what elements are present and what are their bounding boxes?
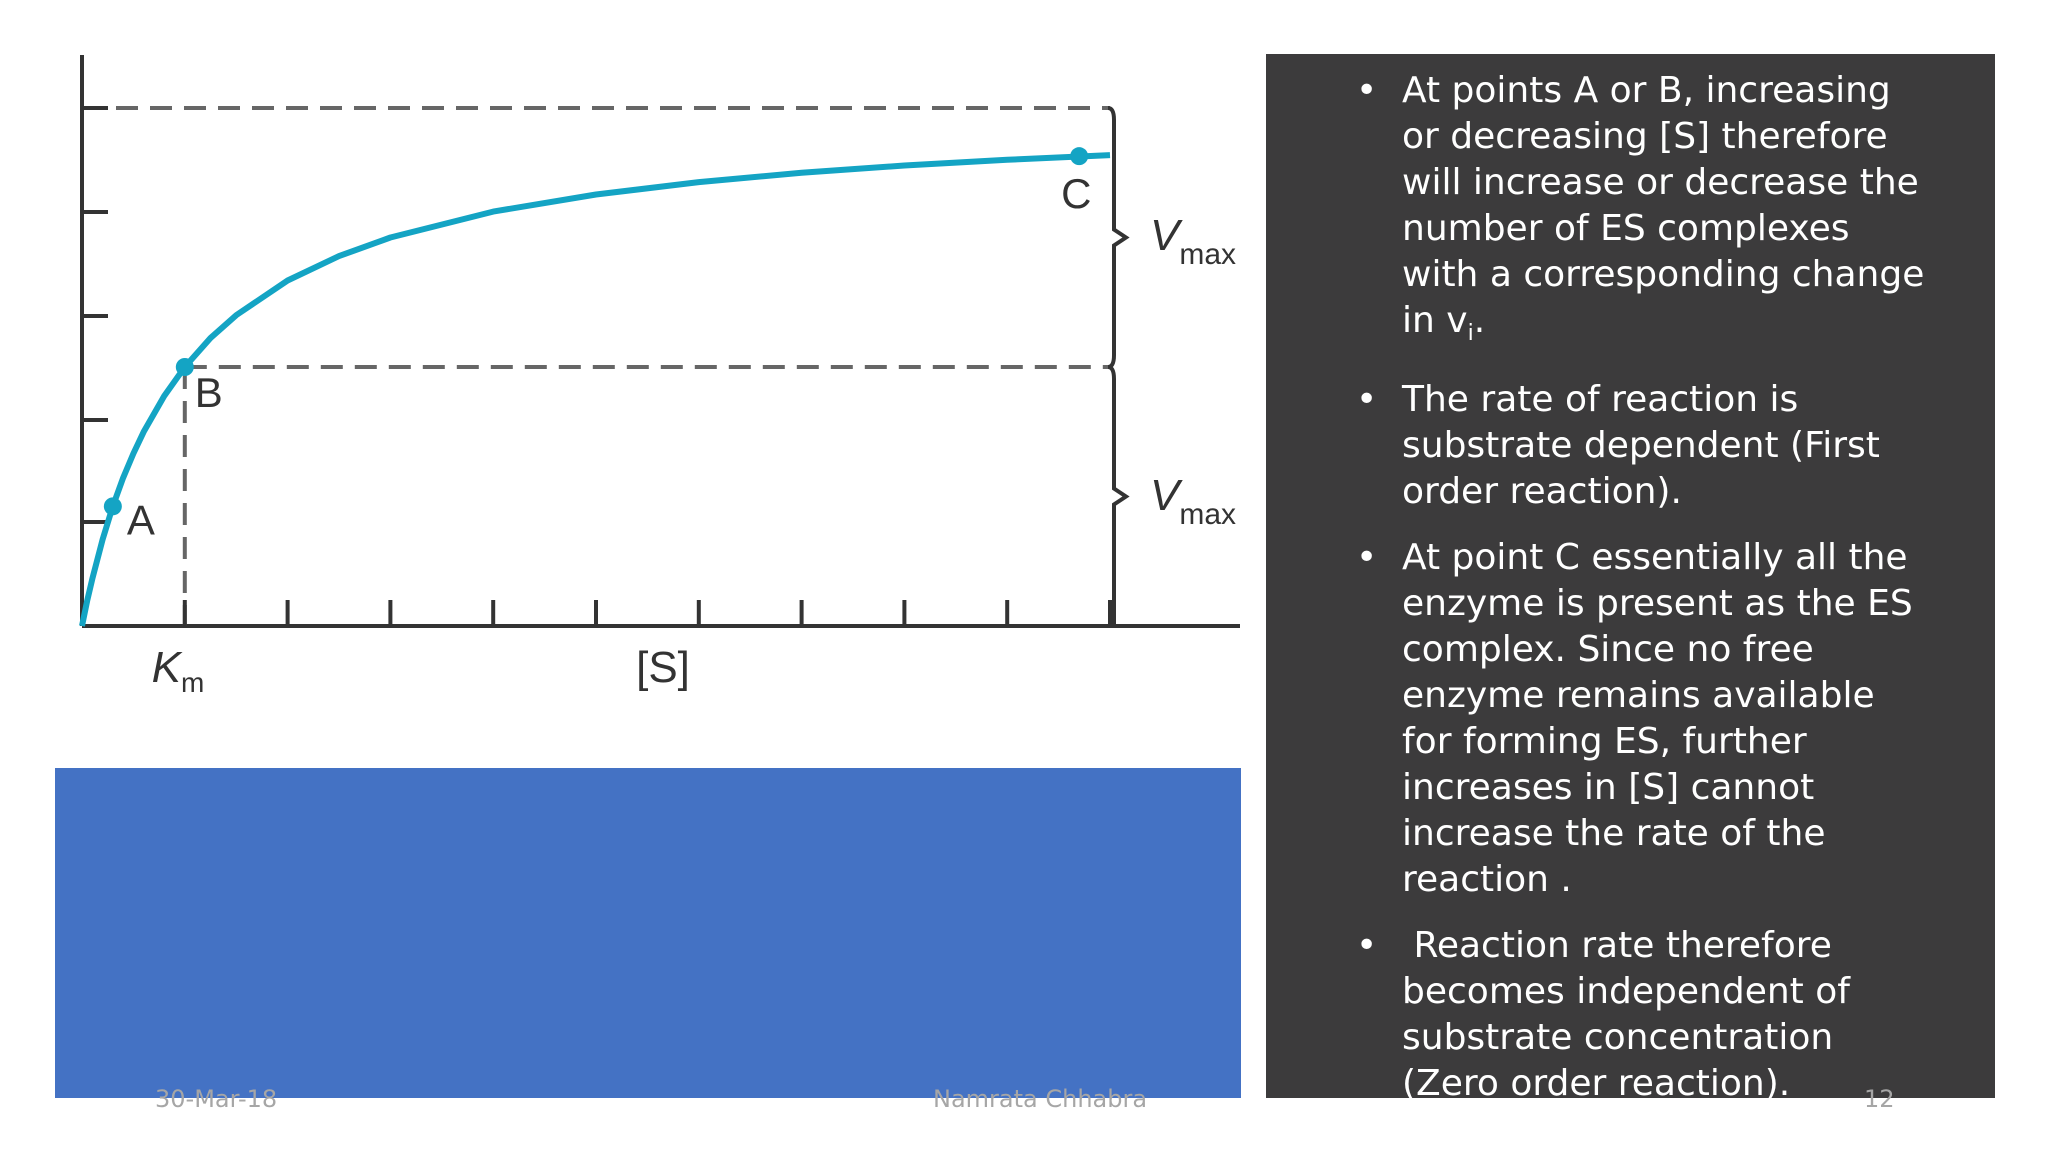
- bullet-item: • At point C essentially all the enzyme …: [1356, 535, 1925, 903]
- vmax-half-label: Vmax: [1150, 471, 1236, 531]
- upper-brace: [1107, 106, 1130, 369]
- footer-page-number: 12: [1864, 1085, 1895, 1113]
- bullet-marker: •: [1356, 70, 1378, 111]
- bullet-marker: •: [1356, 925, 1378, 967]
- km-tick-label: Km: [152, 643, 205, 698]
- lower-brace: [1107, 365, 1130, 626]
- bullet-marker: •: [1356, 537, 1378, 579]
- chart-guides: [82, 106, 1130, 626]
- bullet-item: • At points A or B, increasing or decrea…: [1356, 68, 1925, 357]
- chart-ticks: [82, 106, 1112, 626]
- chart-series: [79, 152, 1111, 627]
- vmax-upper-label: Vmax: [1150, 211, 1236, 271]
- bullet-subscript: i: [1467, 321, 1474, 347]
- bullet-tail: .: [1473, 300, 1486, 341]
- chart-axes: [80, 55, 1240, 628]
- footer-date: 30-Mar-18: [155, 1085, 278, 1113]
- explanation-panel: • At points A or B, increasing or decrea…: [1266, 54, 1995, 1104]
- point-b: [175, 358, 194, 376]
- x-axis-label: [S]: [636, 643, 690, 692]
- michaelis-menten-chart: A B C [S] Km Vmax Vmax: [79, 55, 1240, 698]
- velocity-curve: [79, 152, 1111, 627]
- point-label-c: C: [1061, 170, 1091, 217]
- bullet-text: Reaction rate therefore becomes independ…: [1402, 925, 1862, 1105]
- point-label-a: A: [127, 496, 155, 543]
- chart-labels: [S] Km Vmax Vmax: [152, 211, 1236, 698]
- bullet-text: At point C essentially all the enzyme is…: [1402, 537, 1913, 901]
- point-c: [1070, 147, 1089, 166]
- bullet-marker: •: [1356, 379, 1378, 421]
- bullet-item: • Reaction rate therefore becomes indepe…: [1356, 923, 1925, 1107]
- point-a: [103, 497, 122, 516]
- km-subscript: m: [181, 667, 204, 698]
- chart-points: A B C: [103, 147, 1092, 543]
- footer-author: Namrata Chhabra: [933, 1085, 1148, 1113]
- bullet-text: The rate of reaction is substrate depend…: [1402, 379, 1880, 513]
- blue-placeholder-box: [55, 768, 1241, 1098]
- bullet-text: At points A or B, increasing or decreasi…: [1402, 70, 1925, 341]
- point-label-b: B: [195, 369, 223, 416]
- bullet-item: • The rate of reaction is substrate depe…: [1356, 377, 1925, 515]
